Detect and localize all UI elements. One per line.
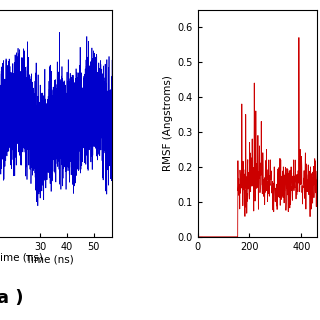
Y-axis label: RMSF (Angstroms): RMSF (Angstroms): [163, 75, 173, 171]
Text: a ): a ): [0, 289, 23, 307]
Text: ime (ns): ime (ns): [0, 252, 43, 262]
X-axis label: Time (ns): Time (ns): [25, 254, 74, 264]
